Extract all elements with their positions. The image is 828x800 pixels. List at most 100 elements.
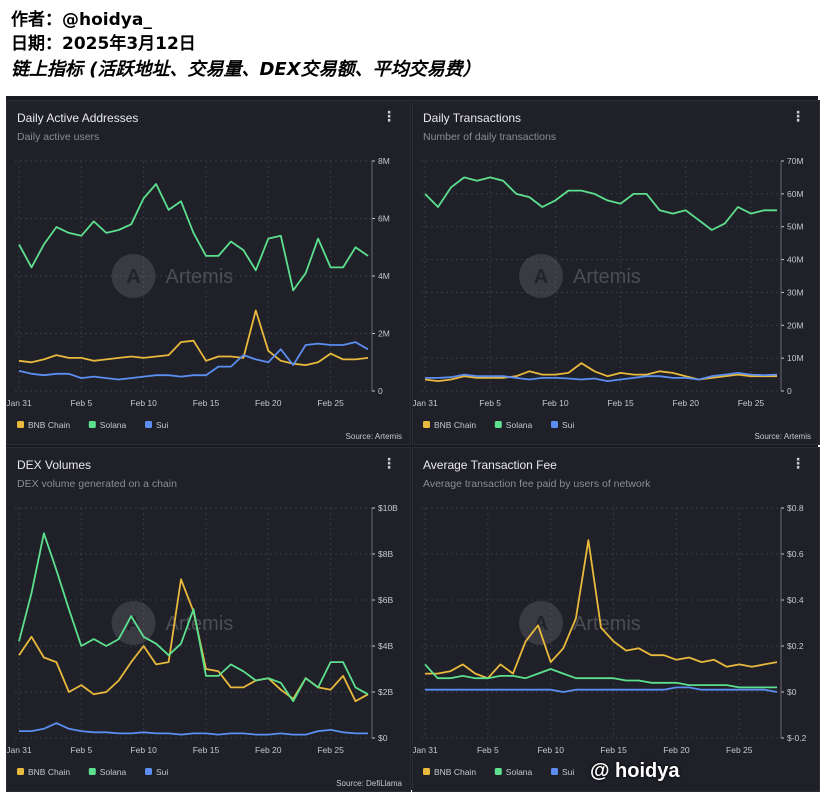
y-tick-label: 30M <box>787 287 804 297</box>
watermark-text: Artemis <box>573 266 641 288</box>
chart-subtitle: Daily active users <box>17 131 100 143</box>
y-tick-label: 60M <box>787 189 804 199</box>
date-line: 日期：2025年3月12日 <box>11 34 196 54</box>
legend-label: Solana <box>100 767 127 777</box>
source-label: Source: Artemis <box>346 432 402 441</box>
artemis-watermark: A Artemis <box>519 601 641 645</box>
legend-swatch <box>494 768 502 775</box>
author-line: 作者：@hoidya_ <box>11 10 152 30</box>
chart-subtitle: DEX volume generated on a chain <box>17 478 177 490</box>
artemis-logo-glyph: A <box>534 266 548 288</box>
subtitle-line: 链上指标 (活跃地址、交易量、DEX交易额、平均交易费） <box>11 59 481 80</box>
chart-svg: 0 2M 4M 6M 8M Jan 31 Feb 5 Feb 10 Feb 15 Feb 20 Fe… <box>7 156 402 441</box>
series-line-solana <box>18 183 369 292</box>
legend-label: BNB Chain <box>28 420 70 430</box>
legend-swatch <box>423 421 430 428</box>
y-tick-label: 10M <box>787 353 804 363</box>
chart-subtitle: Number of daily transactions <box>423 131 557 143</box>
panel-daily-transactions: Daily Transactions Number of daily trans… <box>412 100 820 445</box>
dashboard: Daily Active Addresses Daily active user… <box>6 96 820 792</box>
x-tick-label: Feb 5 <box>477 745 499 755</box>
y-tick-label: $0.8 <box>787 503 804 513</box>
artemis-logo-icon <box>111 601 156 645</box>
panel-daily-active-addresses: Daily Active Addresses Daily active user… <box>6 100 411 445</box>
chart-title: Daily Transactions <box>423 111 522 125</box>
chart-svg: $-0.2 $0 $0.2 $0.4 $0.6 $0.8 Jan 31 Feb 5 Feb 10… <box>413 503 807 777</box>
legend-label: BNB Chain <box>434 767 476 777</box>
artemis-watermark: A Artemis <box>111 601 233 645</box>
series-line-sui <box>19 722 368 736</box>
y-tick-label: 4M <box>378 271 390 281</box>
artemis-logo-glyph: A <box>126 266 140 288</box>
series-line-sui <box>18 341 369 381</box>
legend-label: BNB Chain <box>434 420 476 430</box>
series-line-sui <box>425 371 778 383</box>
y-tick-label: $0.2 <box>787 641 804 651</box>
y-tick-label: 6M <box>378 214 390 224</box>
x-tick-label: Jan 31 <box>413 398 438 408</box>
legend-swatch <box>145 768 152 775</box>
y-tick-label: $-0.2 <box>787 733 807 743</box>
series-line-solana <box>424 663 777 689</box>
source-label: Source: DefiLlama <box>336 779 402 788</box>
kebab-menu-icon[interactable]: ⋮ <box>791 456 805 472</box>
series-line-bnb-chain <box>18 309 369 367</box>
x-tick-label: Feb 10 <box>130 745 157 755</box>
y-tick-label: $0.4 <box>787 595 804 605</box>
panel-dex-volumes: DEX Volumes DEX volume generated on a ch… <box>6 447 411 792</box>
y-tick-label: 8M <box>378 156 390 166</box>
y-tick-label: 0 <box>787 386 792 396</box>
watermark-text: Artemis <box>166 266 234 288</box>
series-line-sui <box>425 686 778 693</box>
artemis-logo-glyph: A <box>126 613 140 635</box>
x-tick-label: Feb 20 <box>255 398 282 408</box>
artemis-logo-icon <box>519 601 563 645</box>
x-tick-label: Feb 5 <box>70 398 92 408</box>
artemis-watermark: A Artemis <box>519 254 641 298</box>
legend-label: Sui <box>562 420 574 430</box>
x-tick-label: Feb 25 <box>726 745 753 755</box>
legend-label: Sui <box>156 767 168 777</box>
y-tick-label: 40M <box>787 255 804 265</box>
kebab-menu-icon[interactable]: ⋮ <box>382 456 396 472</box>
legend-swatch <box>17 768 24 775</box>
y-tick-label: 20M <box>787 320 804 330</box>
watermark-text: Artemis <box>573 613 641 635</box>
x-tick-label: Feb 10 <box>130 398 157 408</box>
x-tick-label: Feb 5 <box>70 745 92 755</box>
y-tick-label: $8B <box>378 549 393 559</box>
x-tick-label: Feb 10 <box>542 398 569 408</box>
kebab-menu-icon[interactable]: ⋮ <box>791 109 805 125</box>
y-tick-label: $6B <box>378 595 393 605</box>
x-tick-label: Feb 10 <box>537 745 564 755</box>
x-tick-label: Feb 20 <box>255 745 282 755</box>
x-tick-label: Feb 20 <box>663 745 690 755</box>
x-tick-label: Feb 15 <box>600 745 627 755</box>
x-tick-label: Feb 25 <box>738 398 765 408</box>
artemis-logo-icon <box>519 254 563 298</box>
x-tick-label: Feb 25 <box>317 398 344 408</box>
footer-watermark: @ hoidya <box>590 760 680 782</box>
legend-label: Solana <box>506 420 533 430</box>
chart-title: DEX Volumes <box>17 458 92 472</box>
legend-swatch <box>145 421 152 428</box>
y-tick-label: $0 <box>787 687 797 697</box>
chart-title: Daily Active Addresses <box>17 111 139 125</box>
y-tick-label: 50M <box>787 222 804 232</box>
y-tick-label: 70M <box>787 156 804 166</box>
panel-average-transaction-fee: Average Transaction Fee Average transact… <box>412 447 820 792</box>
legend-swatch <box>551 421 558 428</box>
x-tick-label: Feb 20 <box>673 398 700 408</box>
y-tick-label: $10B <box>378 503 398 513</box>
legend-label: Solana <box>506 767 533 777</box>
source-label: Source: Artemis <box>755 432 811 441</box>
chart-svg: $0 $2B $4B $6B $8B $10B Jan 31 Feb 5 Feb 10 Feb 1… <box>7 503 403 788</box>
y-tick-label: $2B <box>378 687 393 697</box>
kebab-menu-icon[interactable]: ⋮ <box>382 109 396 125</box>
series-line-bnb-chain <box>424 362 777 383</box>
series-line-solana <box>18 532 369 703</box>
x-tick-label: Jan 31 <box>413 745 438 755</box>
legend-swatch <box>88 421 96 428</box>
legend-swatch <box>494 421 502 428</box>
y-tick-label: 2M <box>378 329 390 339</box>
